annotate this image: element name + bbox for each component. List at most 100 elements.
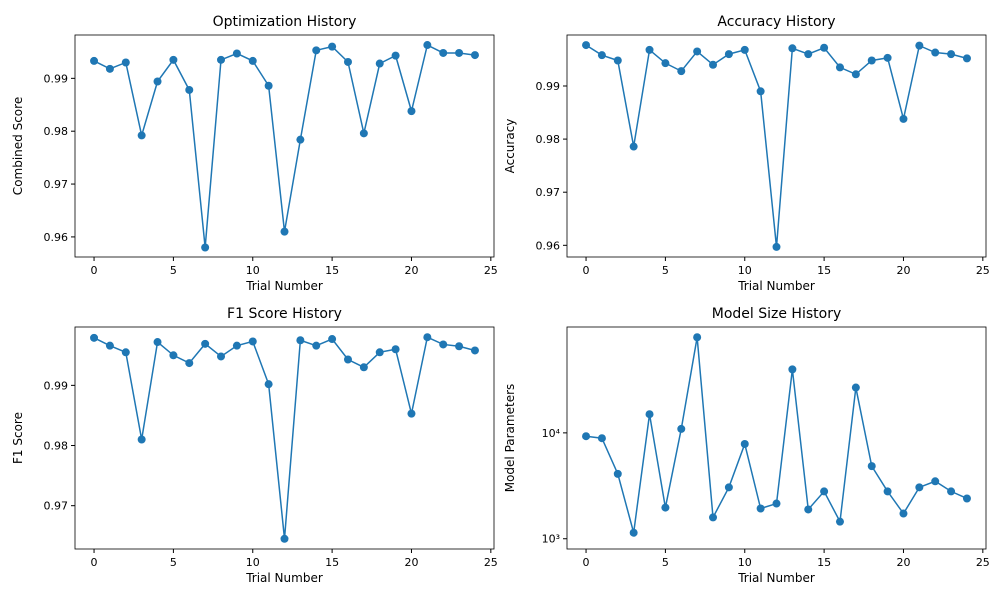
point [645,45,654,54]
x-tick-label: 25 [484,264,498,277]
x-axis-label: Trial Number [245,571,323,585]
point [962,54,971,63]
x-tick-label: 10 [738,264,752,277]
x-tick-label: 25 [976,264,990,277]
point [756,504,765,513]
point [232,49,241,58]
x-tick-label: 15 [817,556,831,569]
subplot: Optimization History Trial Number Combined… [11,14,498,293]
y-tick-label: 0.99 [536,80,561,93]
series-line [93,43,476,248]
axes-frame [566,34,987,258]
x-tick-label: 15 [325,556,339,569]
point [280,227,289,236]
point [899,114,908,123]
point [121,348,130,357]
x-tick-label: 20 [896,264,910,277]
point [153,77,162,86]
y-tick-label: 0.97 [44,500,69,513]
point [391,51,400,60]
point [105,341,114,350]
x-tick-label: 0 [583,556,590,569]
x-axis-label: Trial Number [737,279,815,293]
point [931,48,940,57]
point [248,56,257,65]
point [407,409,416,418]
point [645,410,654,419]
point [820,43,829,52]
y-tick-label: 0.97 [536,186,561,199]
x-tick-label: 15 [817,264,831,277]
point [661,503,670,512]
point [772,242,781,251]
series-line [93,336,476,539]
point [867,462,876,471]
y-tick-label: 0.97 [44,178,69,191]
y-tick-label: 0.99 [44,72,69,85]
point [804,505,813,514]
point [201,339,210,348]
point [137,131,146,140]
point [90,333,99,342]
point [582,41,591,50]
point [185,359,194,368]
x-tick-label: 5 [662,556,669,569]
point [915,483,924,492]
subplot-title: Accuracy History [717,14,835,30]
point [185,85,194,94]
point [788,44,797,53]
point [264,380,273,389]
x-tick-label: 20 [404,556,418,569]
y-axis-label: Model Parameters [503,384,517,493]
point [851,383,860,392]
axes-frame [74,326,495,550]
subplot-title: Optimization History [213,14,357,30]
y-tick-label: 10⁴ [542,427,561,440]
x-tick-label: 10 [246,556,260,569]
x-tick-label: 0 [91,264,98,277]
point [232,341,241,350]
point [312,341,321,350]
point [217,352,226,361]
point [248,337,257,346]
point [613,469,622,478]
x-tick-label: 15 [325,264,339,277]
point [121,58,130,67]
point [423,41,432,50]
point [851,70,860,79]
y-axis-label: F1 Score [11,412,25,464]
point [153,338,162,347]
point [677,67,686,76]
point [835,63,844,72]
point [328,42,337,51]
point [661,59,670,68]
point [105,64,114,73]
point [820,487,829,496]
point [597,51,606,60]
point [677,424,686,433]
point [343,57,352,66]
subplot: Model Size History Trial Number Model Para… [503,306,990,585]
point [312,46,321,55]
x-tick-label: 10 [246,264,260,277]
point [359,129,368,138]
point [899,509,908,518]
point [724,483,733,492]
point [772,499,781,508]
point [169,55,178,64]
point [883,53,892,62]
x-tick-label: 20 [404,264,418,277]
point [947,50,956,59]
point [375,348,384,357]
point [264,81,273,90]
point [470,51,479,60]
point [931,477,940,486]
point [455,48,464,57]
y-tick-label: 0.99 [44,379,69,392]
point [455,342,464,351]
y-tick-label: 0.96 [44,231,69,244]
point [280,534,289,543]
x-tick-label: 0 [91,556,98,569]
point [359,363,368,372]
